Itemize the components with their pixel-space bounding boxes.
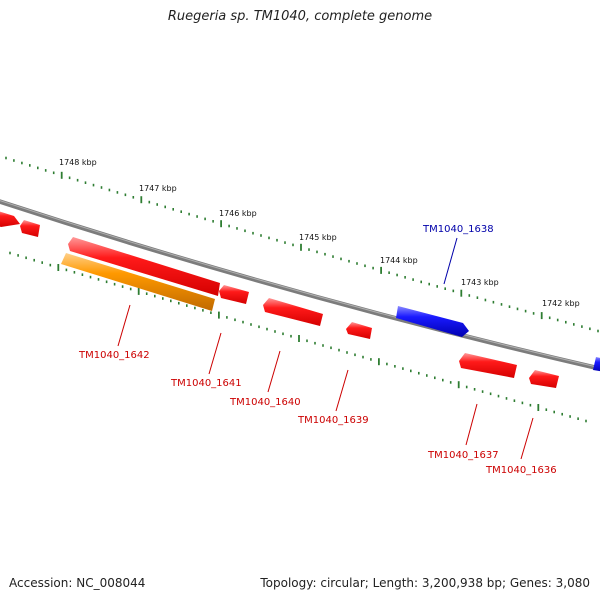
leader-line	[465, 403, 478, 446]
gene-arrow-tm1040-1637[interactable]	[459, 353, 517, 378]
leader-line	[443, 237, 458, 285]
scale-label: 1744 kbp	[380, 256, 418, 265]
scale-labels: 1748 kbp 1747 kbp 1746 kbp 1745 kbp 1744…	[59, 158, 580, 308]
gene-label-tm1040-1641[interactable]: TM1040_1641	[170, 378, 242, 389]
scale-label: 1742 kbp	[542, 299, 580, 308]
accession-text: Accession: NC_008044	[9, 576, 146, 590]
leader-line	[335, 369, 349, 412]
gene-labels: TM1040_1642 TM1040_1641 TM1040_1640 TM10…	[78, 224, 557, 476]
gene-arrow[interactable]	[593, 357, 600, 372]
scale-ticks-inner	[9, 251, 587, 423]
gene-arrow-tm1040-1638[interactable]	[396, 306, 469, 337]
leader-line	[117, 304, 131, 347]
gene-arrow[interactable]	[0, 210, 20, 227]
scale-ticks-outer	[5, 156, 599, 333]
gene-arrow-tm1040-1640[interactable]	[219, 285, 249, 304]
scale-label: 1746 kbp	[219, 209, 257, 218]
genes	[0, 210, 600, 388]
genome-backbone-highlight	[0, 200, 600, 369]
leader-line	[520, 417, 534, 460]
scale-label: 1743 kbp	[461, 278, 499, 287]
gene-label-tm1040-1638[interactable]: TM1040_1638	[422, 224, 494, 235]
scale-label: 1748 kbp	[59, 158, 97, 167]
gene-arrow-tm1040-1641[interactable]	[68, 237, 220, 296]
leader-line	[267, 350, 281, 393]
gene-arrow-tm1040-1639[interactable]	[263, 298, 323, 326]
genome-backbone	[0, 199, 600, 372]
gene-label-tm1040-1642[interactable]: TM1040_1642	[78, 350, 150, 361]
map-title: Ruegeria sp. TM1040, complete genome	[167, 9, 433, 24]
gene-label-tm1040-1637[interactable]: TM1040_1637	[427, 450, 499, 461]
gene-arrow-tm1040-1642[interactable]	[61, 253, 215, 311]
gene-label-tm1040-1639[interactable]: TM1040_1639	[297, 415, 369, 426]
leader-line	[208, 332, 222, 375]
gene-label-tm1040-1636[interactable]: TM1040_1636	[485, 465, 557, 476]
gene-arrow[interactable]	[20, 220, 40, 237]
gene-label-tm1040-1640[interactable]: TM1040_1640	[229, 397, 301, 408]
genome-summary: Topology: circular; Length: 3,200,938 bp…	[260, 576, 590, 590]
scale-label: 1747 kbp	[139, 184, 177, 193]
scale-label: 1745 kbp	[299, 233, 337, 242]
label-leaders	[117, 237, 534, 460]
gene-arrow[interactable]	[346, 322, 372, 339]
gene-arrow-tm1040-1636[interactable]	[529, 370, 559, 388]
